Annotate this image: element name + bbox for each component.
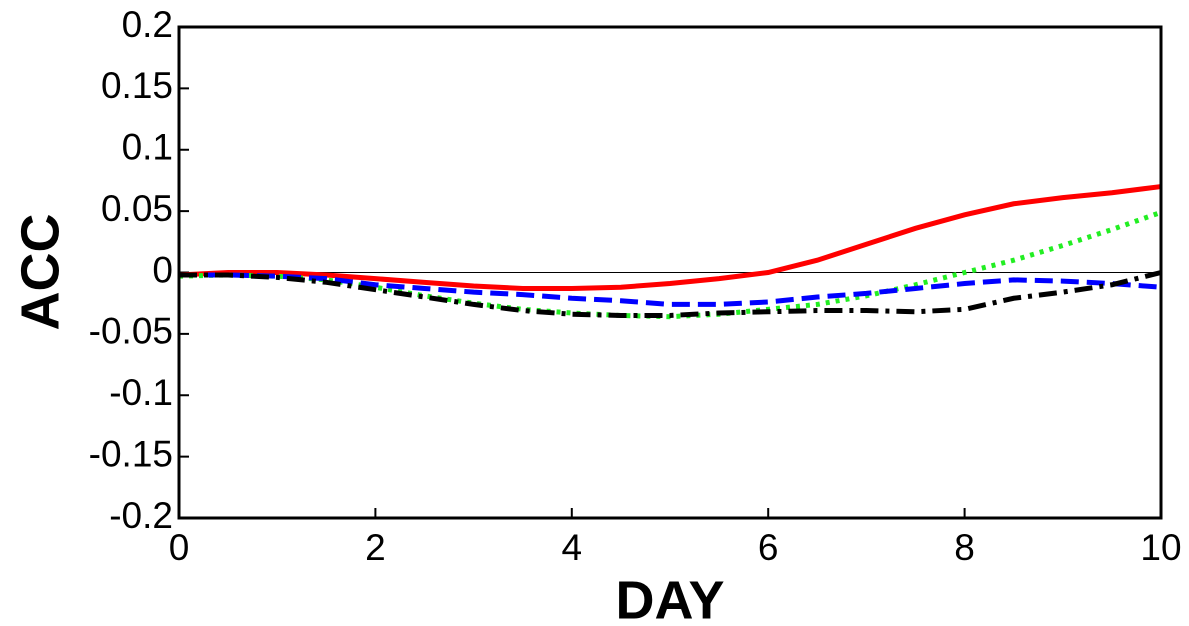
y-tick-label: 0.1 (122, 127, 173, 168)
x-tick-label: 4 (562, 527, 583, 568)
y-tick-label: 0.2 (122, 4, 173, 45)
x-axis-label: DAY (615, 570, 724, 626)
y-tick-label: -0.2 (109, 495, 173, 536)
x-tick-label: 2 (365, 527, 386, 568)
x-tick-label: 6 (758, 527, 779, 568)
line-series (178, 184, 1162, 291)
x-tick-label: 10 (1140, 527, 1181, 568)
y-tick-label: 0.05 (101, 188, 173, 229)
y-tick-label: -0.1 (109, 372, 173, 413)
line-series (178, 209, 1162, 320)
line-series (179, 272, 1162, 307)
y-tick-label: 0 (152, 249, 173, 290)
y-tick-label: 0.15 (101, 65, 173, 106)
x-tick-label: 0 (169, 527, 190, 568)
y-tick-label: -0.05 (89, 311, 173, 352)
x-tick-label: 8 (954, 527, 975, 568)
y-tick-label: -0.15 (89, 433, 173, 474)
line-series (179, 270, 1162, 318)
plot-frame (177, 25, 1163, 520)
y-axis-label: ACC (10, 214, 70, 331)
